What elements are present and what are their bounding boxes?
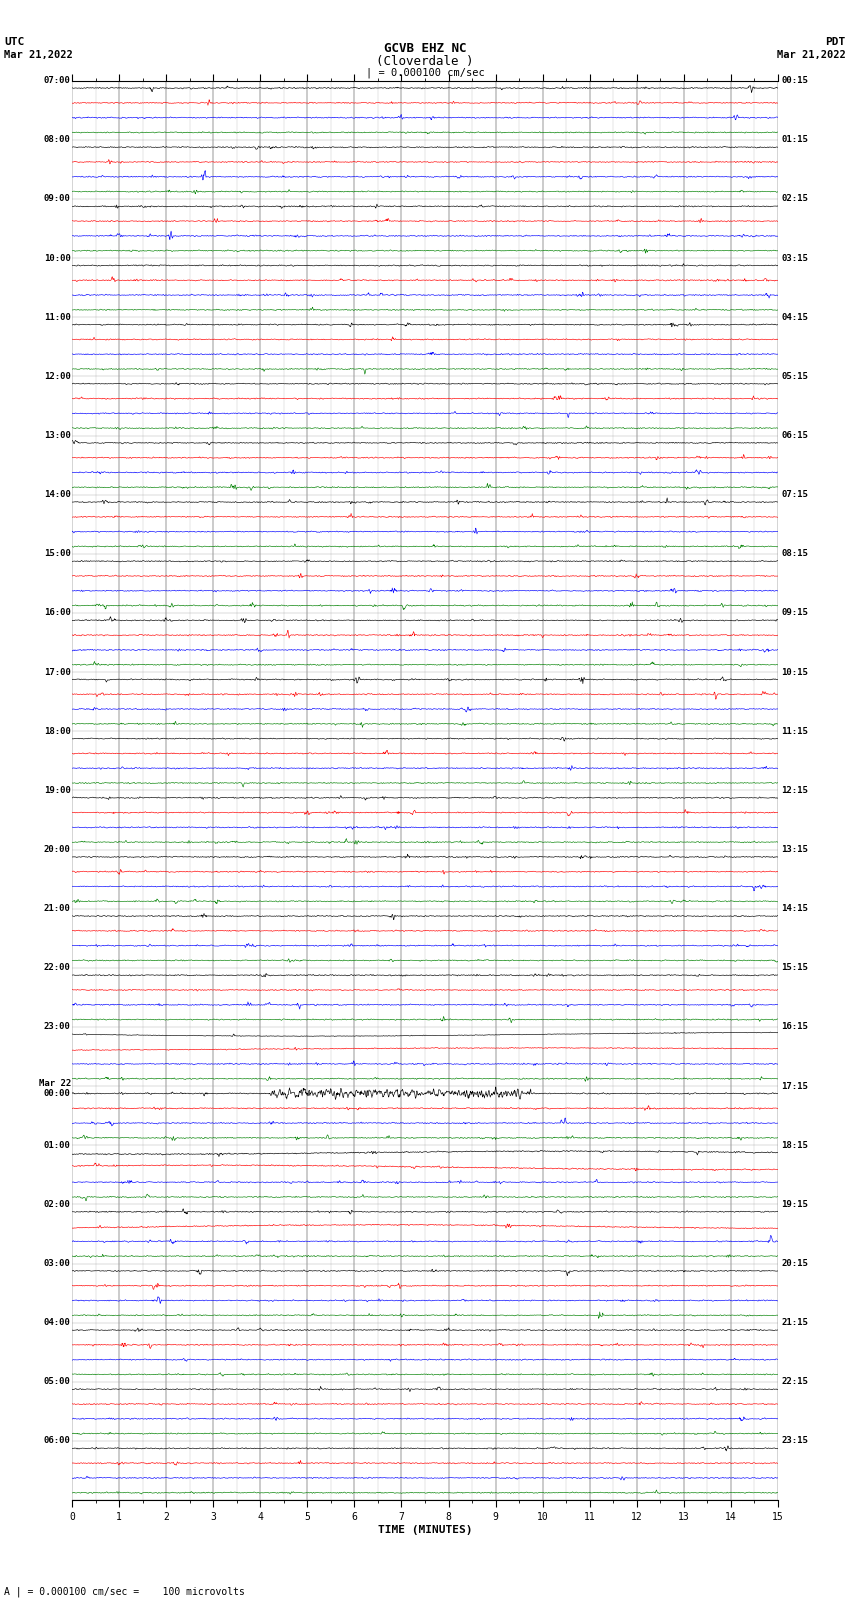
Text: 06:00: 06:00 [44, 1437, 71, 1445]
Text: 13:00: 13:00 [44, 431, 71, 440]
Text: 14:00: 14:00 [44, 490, 71, 498]
Text: 01:15: 01:15 [781, 135, 808, 144]
Text: 12:15: 12:15 [781, 786, 808, 795]
Text: A | = 0.000100 cm/sec =    100 microvolts: A | = 0.000100 cm/sec = 100 microvolts [4, 1586, 245, 1597]
Text: 18:00: 18:00 [44, 727, 71, 736]
Text: 23:00: 23:00 [44, 1023, 71, 1031]
Text: 20:00: 20:00 [44, 845, 71, 853]
Text: 16:15: 16:15 [781, 1023, 808, 1031]
Text: Mar 21,2022: Mar 21,2022 [4, 50, 73, 60]
Text: 10:15: 10:15 [781, 668, 808, 676]
Text: GCVB EHZ NC: GCVB EHZ NC [383, 42, 467, 55]
Text: (Cloverdale ): (Cloverdale ) [377, 55, 473, 68]
Text: 01:00: 01:00 [44, 1140, 71, 1150]
Text: 00:15: 00:15 [781, 76, 808, 85]
Text: 07:15: 07:15 [781, 490, 808, 498]
Text: 17:15: 17:15 [781, 1082, 808, 1090]
Text: 08:15: 08:15 [781, 550, 808, 558]
Text: 22:00: 22:00 [44, 963, 71, 973]
Text: 15:00: 15:00 [44, 550, 71, 558]
Text: Mar 22: Mar 22 [38, 1079, 71, 1089]
Text: 11:15: 11:15 [781, 727, 808, 736]
Text: 17:00: 17:00 [44, 668, 71, 676]
Text: 16:00: 16:00 [44, 608, 71, 618]
Text: 02:00: 02:00 [44, 1200, 71, 1208]
Text: 05:15: 05:15 [781, 373, 808, 381]
Text: 13:15: 13:15 [781, 845, 808, 853]
Text: 22:15: 22:15 [781, 1378, 808, 1386]
Text: 21:00: 21:00 [44, 905, 71, 913]
Text: 18:15: 18:15 [781, 1140, 808, 1150]
Text: 08:00: 08:00 [44, 135, 71, 144]
Text: 20:15: 20:15 [781, 1260, 808, 1268]
Text: 02:15: 02:15 [781, 195, 808, 203]
Text: 05:00: 05:00 [44, 1378, 71, 1386]
Text: 06:15: 06:15 [781, 431, 808, 440]
Text: 09:00: 09:00 [44, 195, 71, 203]
Text: 10:00: 10:00 [44, 253, 71, 263]
Text: 19:15: 19:15 [781, 1200, 808, 1208]
X-axis label: TIME (MINUTES): TIME (MINUTES) [377, 1524, 473, 1534]
Text: 15:15: 15:15 [781, 963, 808, 973]
Text: | = 0.000100 cm/sec: | = 0.000100 cm/sec [366, 68, 484, 79]
Text: 03:15: 03:15 [781, 253, 808, 263]
Text: 12:00: 12:00 [44, 373, 71, 381]
Text: 21:15: 21:15 [781, 1318, 808, 1327]
Text: 04:00: 04:00 [44, 1318, 71, 1327]
Text: Mar 21,2022: Mar 21,2022 [777, 50, 846, 60]
Text: 23:15: 23:15 [781, 1437, 808, 1445]
Text: PDT: PDT [825, 37, 846, 47]
Text: 14:15: 14:15 [781, 905, 808, 913]
Text: 09:15: 09:15 [781, 608, 808, 618]
Text: 04:15: 04:15 [781, 313, 808, 321]
Text: 00:00: 00:00 [44, 1089, 71, 1098]
Text: UTC: UTC [4, 37, 25, 47]
Text: 11:00: 11:00 [44, 313, 71, 321]
Text: 07:00: 07:00 [44, 76, 71, 85]
Text: 19:00: 19:00 [44, 786, 71, 795]
Text: 03:00: 03:00 [44, 1260, 71, 1268]
